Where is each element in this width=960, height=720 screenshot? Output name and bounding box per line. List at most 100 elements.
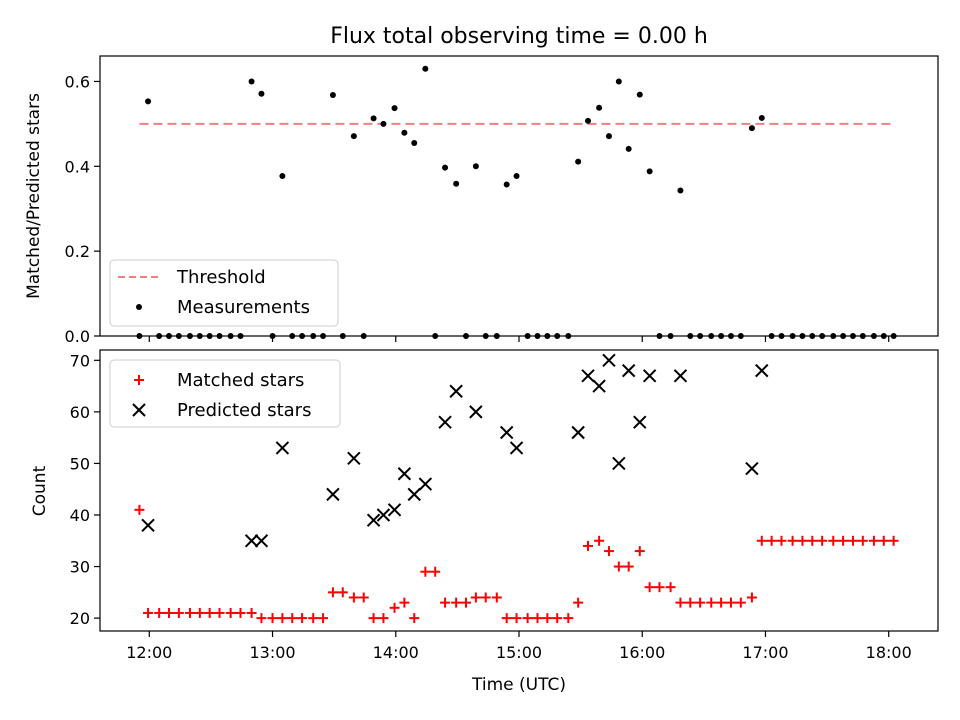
matched-star-point [716, 597, 727, 608]
matched-star-point [378, 613, 389, 624]
top-plot-area [136, 65, 897, 339]
matched-star-point [735, 597, 746, 608]
predicted-star-point [449, 384, 463, 398]
predicted-star-point [642, 369, 657, 383]
predicted-star-point [499, 425, 514, 440]
matched-star-point [603, 546, 614, 557]
matched-star-point [706, 597, 717, 608]
matched-star-point [267, 613, 278, 624]
matched-star-point [470, 592, 481, 603]
bottom-x-tick-label: 14:00 [373, 643, 419, 662]
chart-title: Flux total observing time = 0.00 h [330, 24, 708, 49]
bottom-x-tick-label: 13:00 [249, 643, 295, 662]
predicted-star-point [633, 415, 647, 429]
matched-star-point [440, 597, 451, 608]
measurement-point [677, 187, 684, 194]
measurement-point [391, 105, 398, 112]
bottom-y-tick-label: 50 [70, 454, 90, 473]
predicted-star-point [602, 353, 616, 368]
predicted-star-point [469, 405, 483, 419]
matched-star-point [654, 582, 665, 593]
matched-star-point [756, 535, 767, 546]
predicted-star-point [571, 425, 585, 440]
measurements-legend-swatch [136, 304, 142, 310]
measurement-point [503, 181, 510, 188]
matched-star-point [644, 582, 655, 593]
predicted-star-point [621, 363, 636, 378]
measurement-point [248, 78, 255, 85]
matched-star-point [246, 607, 257, 618]
matched-star-point [847, 535, 858, 546]
matched-star-point [634, 546, 645, 557]
predicted-star-point [387, 503, 402, 517]
matched-star-point [348, 592, 359, 603]
predicted-star-point [612, 456, 626, 471]
bottom-axes: 12:00 13:00 14:00 15:00 16:00 17:00 18:00 20 30 4… [70, 351, 912, 662]
matched-star-point [318, 613, 329, 624]
measurement-point [279, 173, 286, 180]
top-y-tick-label: 0.4 [65, 157, 90, 176]
predicted-star-point [509, 441, 524, 455]
matched-star-point [277, 613, 288, 624]
predicted-star-point [376, 508, 391, 522]
matched-star-point [184, 607, 195, 618]
bottom-y-axis-label: Count [30, 465, 50, 516]
measurements-legend-label: Measurements [177, 297, 310, 318]
bottom-x-tick-label: 15:00 [496, 643, 542, 662]
matched-legend-label: Matched stars [177, 370, 304, 391]
bottom-x-tick-label: 12:00 [126, 643, 172, 662]
matched-star-point [725, 597, 736, 608]
predicted-star-point [141, 518, 155, 533]
matched-star-point [573, 597, 584, 608]
predicted-star-point [244, 534, 259, 548]
matched-star-point [256, 613, 267, 624]
matched-star-point [807, 535, 818, 546]
bottom-panel: 12:00 13:00 14:00 15:00 16:00 17:00 18:00 20 30 4… [30, 349, 939, 695]
predicted-legend-swatch [132, 403, 146, 417]
matched-star-point [613, 561, 624, 572]
measurement-point [422, 65, 429, 72]
matched-star-point [868, 535, 879, 546]
measurement-point [380, 120, 387, 127]
matched-legend-swatch [134, 375, 144, 385]
matched-star-point [583, 540, 594, 551]
predicted-star-point [438, 415, 452, 429]
matched-star-point [461, 597, 472, 608]
measurement-point [145, 98, 152, 105]
matched-star-point [451, 597, 462, 608]
matched-star-point [154, 607, 165, 618]
measurement-point [615, 78, 622, 85]
matched-star-point [308, 613, 319, 624]
measurement-point [625, 145, 632, 152]
predicted-star-point [254, 534, 269, 548]
matched-star-point [787, 535, 798, 546]
threshold-legend-label: Threshold [176, 267, 266, 288]
matched-star-point [194, 607, 205, 618]
measurement-point [258, 90, 265, 97]
matched-star-point [235, 607, 246, 618]
bottom-y-tick-label: 70 [70, 351, 90, 370]
measurement-point [513, 173, 520, 180]
matched-star-point [857, 535, 868, 546]
matched-star-point [358, 592, 369, 603]
matched-star-point [623, 561, 634, 572]
matched-star-point [511, 613, 522, 624]
matched-star-point [480, 592, 491, 603]
matched-star-point [297, 613, 308, 624]
matched-star-point [685, 597, 696, 608]
measurement-point [646, 168, 653, 175]
bottom-y-tick-label: 60 [70, 403, 90, 422]
matched-star-point [797, 535, 808, 546]
measurement-point [370, 115, 377, 122]
measurement-point [453, 180, 460, 187]
predicted-star-point [755, 363, 769, 378]
matched-star-point [491, 592, 502, 603]
predicted-star-point [745, 461, 759, 476]
measurement-point [329, 92, 336, 99]
measurement-point [758, 114, 765, 121]
matched-star-point [594, 535, 605, 546]
matched-star-point [399, 597, 410, 608]
bottom-y-tick-label: 30 [70, 558, 90, 577]
bottom-x-tick-label: 18:00 [866, 643, 912, 662]
matched-star-point [522, 613, 533, 624]
